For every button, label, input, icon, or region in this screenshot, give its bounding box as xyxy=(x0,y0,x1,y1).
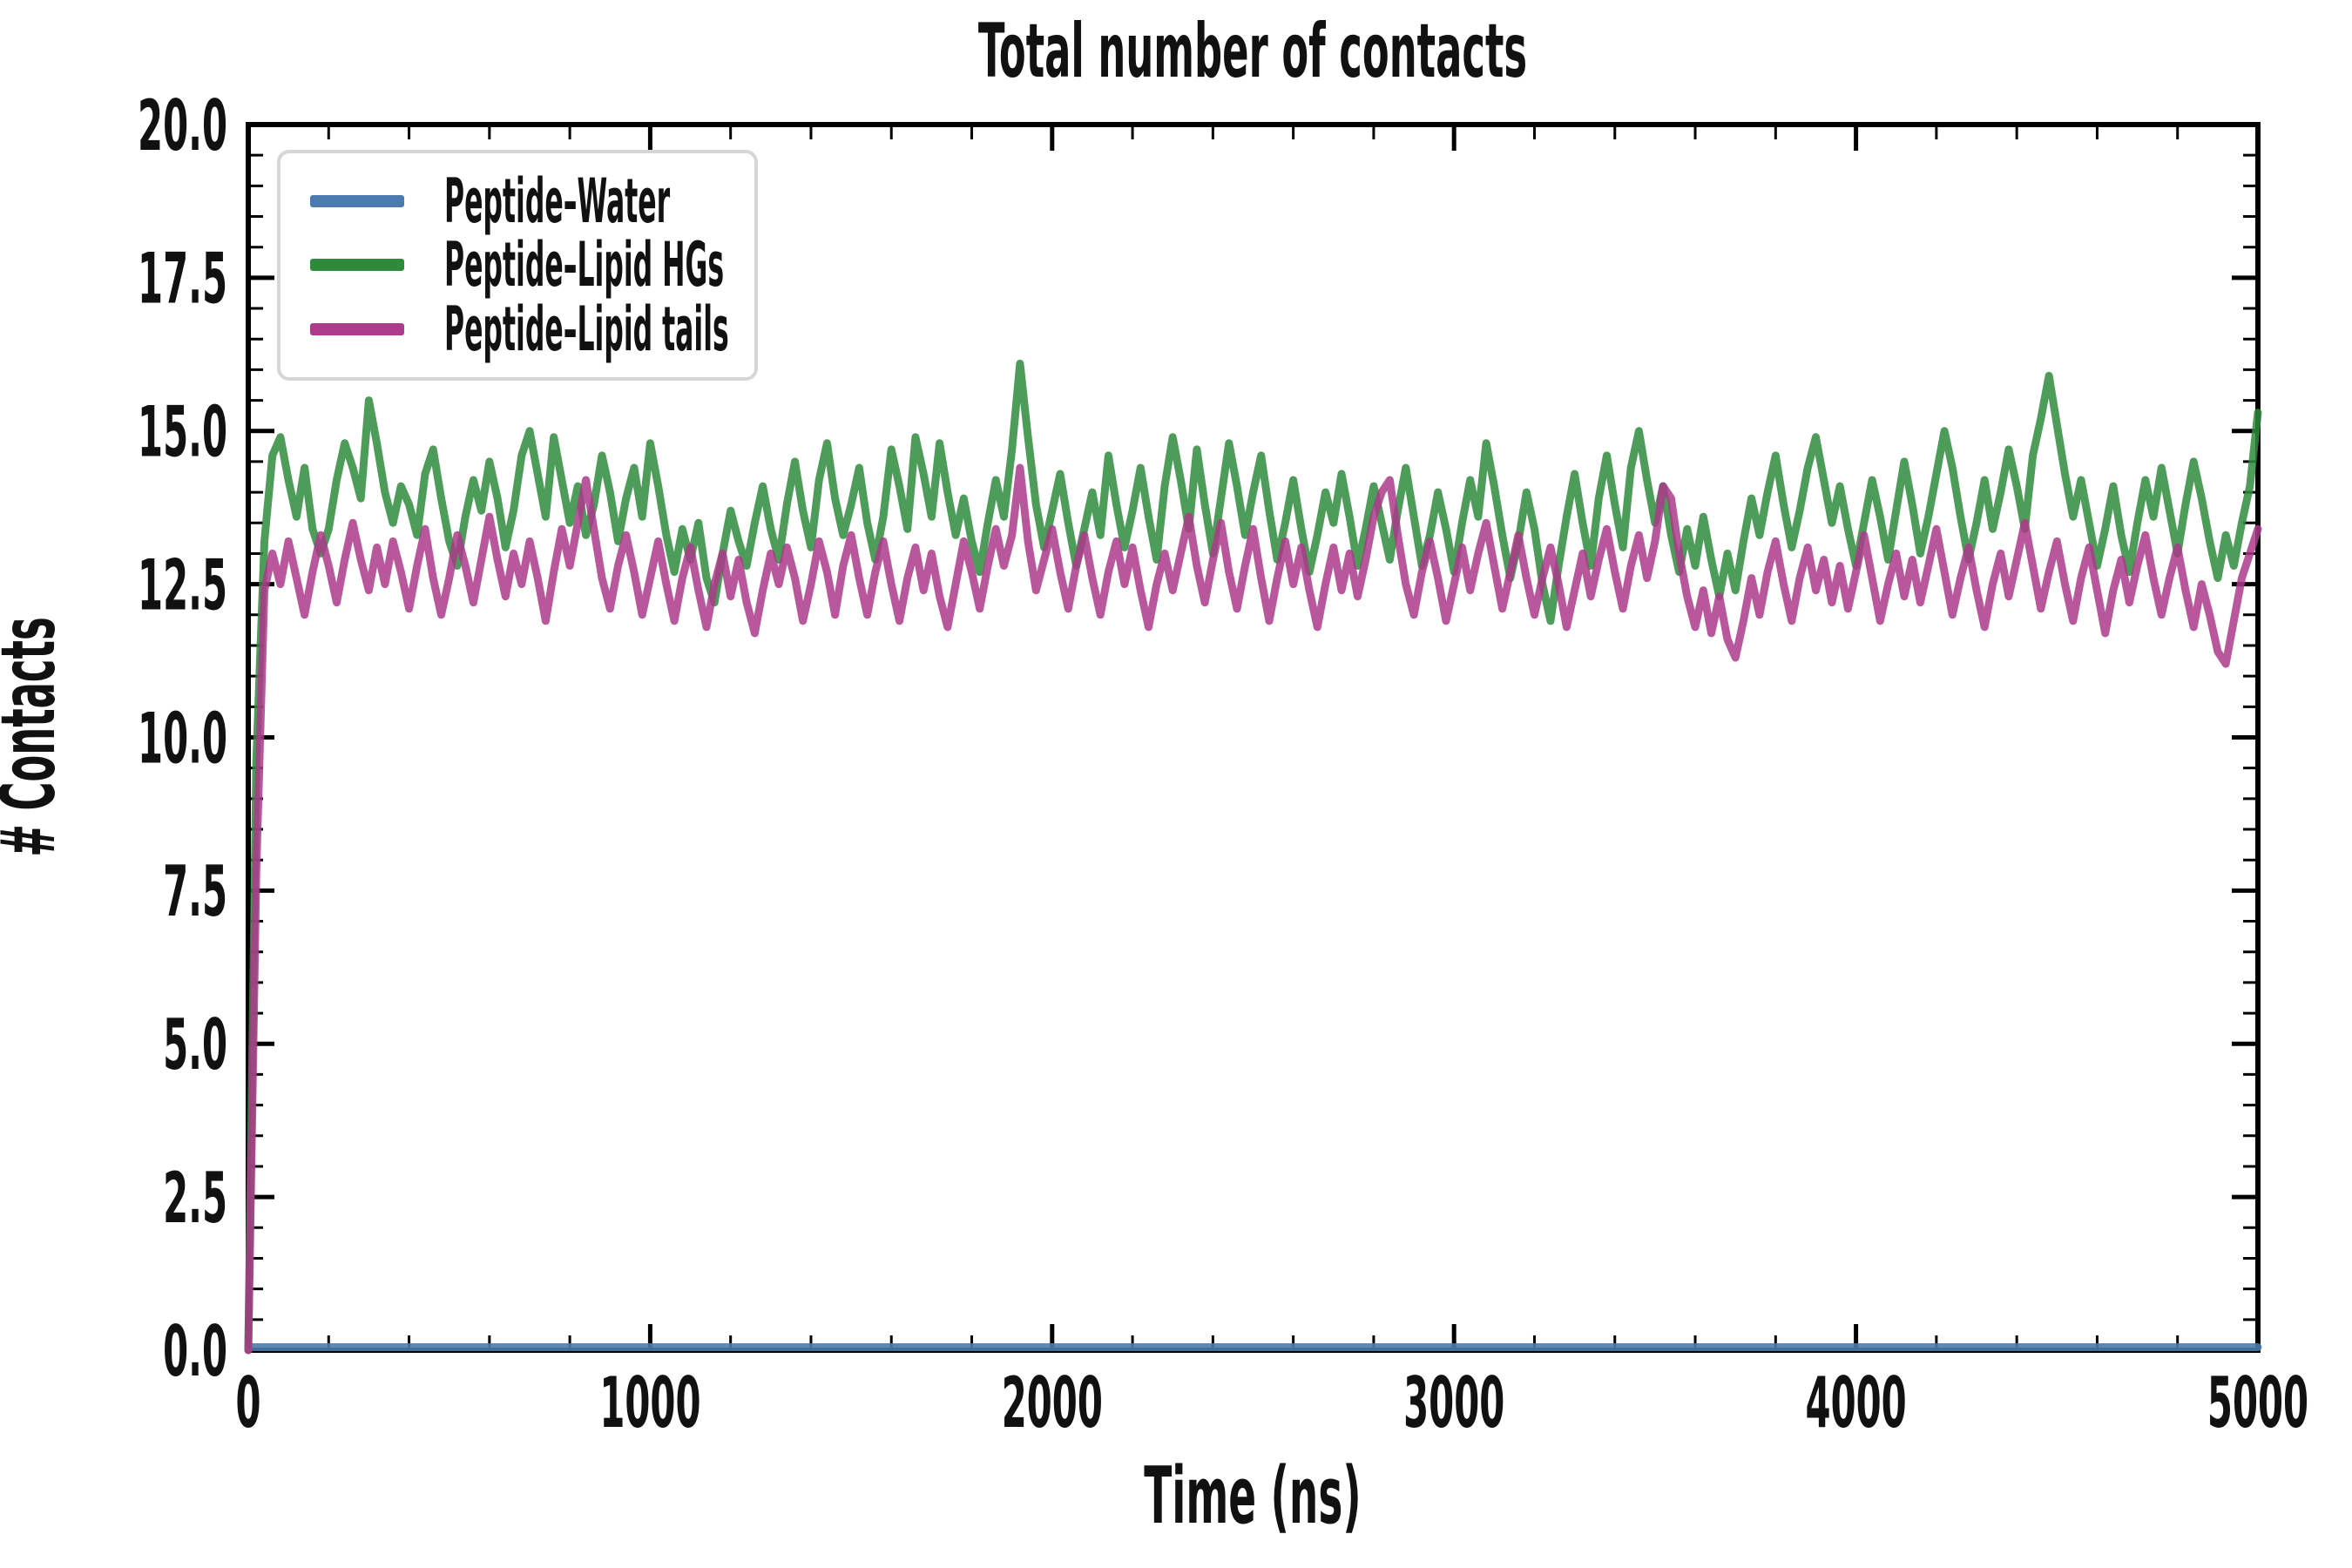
y-axis-label: # Contacts xyxy=(0,617,72,856)
legend-line-swatch-water-icon xyxy=(310,194,404,207)
y-tick-label: 2.5 xyxy=(163,1159,227,1240)
x-axis-label: Time (ns) xyxy=(1144,1451,1362,1542)
y-tick-label: 7.5 xyxy=(163,852,227,933)
series-line-peptide-lipid-tails xyxy=(244,463,2262,1355)
series-lines xyxy=(244,359,2262,1355)
series-line-peptide-lipid-hgs xyxy=(244,359,2262,1355)
chart-title: Total number of contacts xyxy=(978,7,1527,94)
legend-line-swatch-lipid-hgs-icon xyxy=(310,259,404,272)
y-tick-label: 17.5 xyxy=(138,239,227,320)
x-tick-label: 4000 xyxy=(1806,1363,1907,1444)
y-tick-label: 15.0 xyxy=(138,392,227,473)
legend-item-peptide-lipid-tails: Peptide–Lipid tails xyxy=(310,299,754,360)
x-tick-label: 5000 xyxy=(2207,1363,2308,1444)
x-tick-label: 2000 xyxy=(1002,1363,1103,1444)
y-tick-label: 5.0 xyxy=(163,1005,227,1086)
y-tick-label: 0.0 xyxy=(163,1311,227,1392)
axis-tick-labels: 0 1000 2000 3000 4000 5000 0.0 2.5 5.0 7.5 10.0 12.… xyxy=(138,85,2308,1443)
legend-line-swatch-lipid-tails-icon xyxy=(310,323,404,336)
y-tick-label: 12.5 xyxy=(138,545,227,626)
legend-item-peptide-lipid-hgs: Peptide–Lipid HGs xyxy=(310,234,754,295)
x-tick-label: 1000 xyxy=(599,1363,700,1444)
y-tick-label: 20.0 xyxy=(138,85,227,166)
y-tick-label: 10.0 xyxy=(138,699,227,780)
x-tick-label: 0 xyxy=(235,1363,260,1444)
legend-item-peptide-water: Peptide–Water xyxy=(310,171,754,232)
x-tick-label: 3000 xyxy=(1403,1363,1504,1444)
legend-item-label: Peptide–Water xyxy=(444,165,671,237)
legend: Peptide–Water Peptide–Lipid HGs Peptide–… xyxy=(277,150,758,381)
legend-item-label: Peptide–Lipid HGs xyxy=(444,229,725,301)
legend-item-label: Peptide–Lipid tails xyxy=(444,294,729,366)
